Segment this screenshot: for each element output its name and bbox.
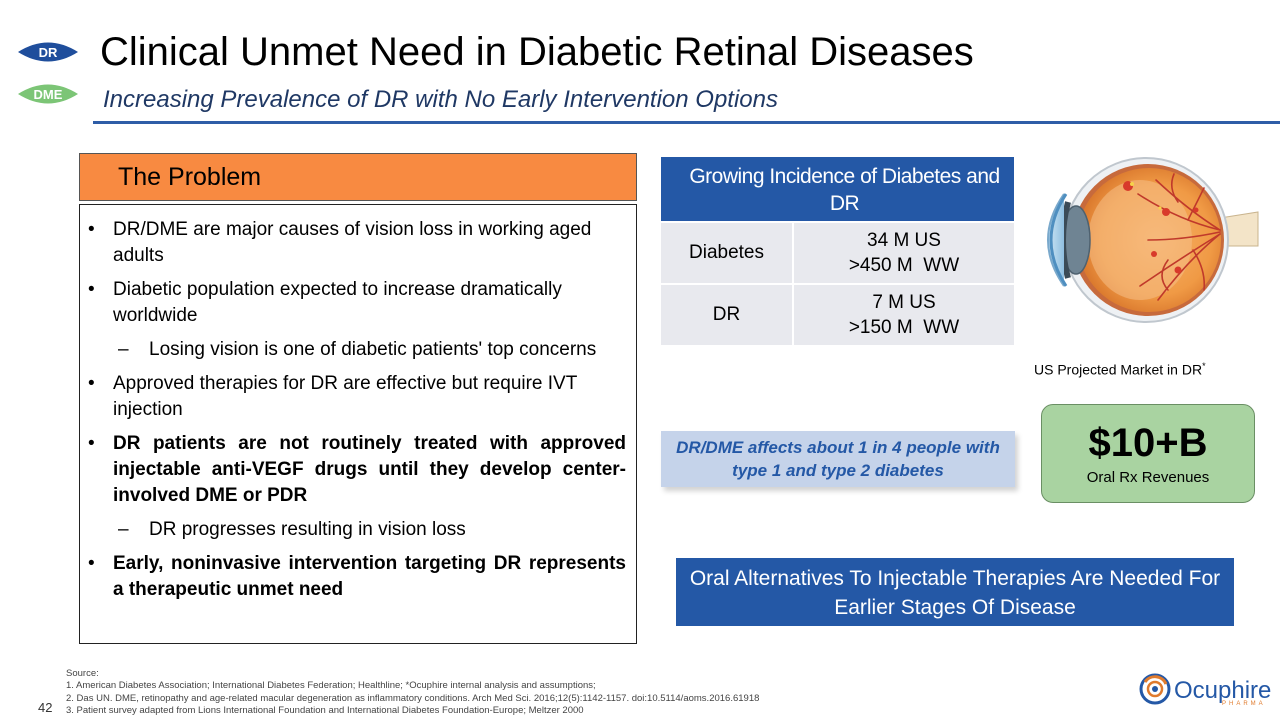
- table-row-values: 34 M US >450 M WW: [794, 223, 1014, 283]
- problem-bullet: • Approved therapies for DR are effectiv…: [80, 371, 636, 423]
- problem-sub-bullet-text: DR progresses resulting in vision loss: [149, 519, 466, 540]
- bullet-marker: •: [88, 219, 95, 240]
- us-value: 34 M US: [867, 230, 941, 251]
- problem-bullet-emphasis: • Early, noninvasive intervention target…: [80, 551, 636, 603]
- problem-heading-bar: The Problem: [79, 153, 637, 201]
- problem-bullet-text: Early, noninvasive intervention targetin…: [113, 553, 626, 600]
- dme-badge: DME: [16, 79, 80, 109]
- prevalence-callout: DR/DME affects about 1 in 4 people with …: [661, 431, 1015, 487]
- eye-anatomy-illustration: [1047, 157, 1259, 323]
- title-divider: [93, 121, 1280, 124]
- problem-sub-bullet: – DR progresses resulting in vision loss: [80, 517, 636, 543]
- bullet-marker: •: [88, 433, 95, 454]
- bullet-marker: •: [88, 279, 95, 300]
- us-value: 7 M US: [872, 292, 936, 313]
- page-number: 42: [38, 700, 53, 715]
- table-row: DR 7 M US >150 M WW: [661, 285, 1014, 345]
- source-line: 2. Das UN. DME, retinopathy and age-rela…: [66, 692, 760, 704]
- table-row: Diabetes 34 M US >450 M WW: [661, 223, 1014, 283]
- market-value-caption: Oral Rx Revenues: [1086, 469, 1210, 486]
- problem-bullet-list: • DR/DME are major causes of vision loss…: [80, 217, 636, 603]
- sub-bullet-marker: –: [118, 519, 129, 540]
- dr-badge: DR: [16, 37, 80, 67]
- bullet-marker: •: [88, 373, 95, 394]
- ww-value: >450 M WW: [848, 255, 960, 276]
- page-title: Clinical Unmet Need in Diabetic Retinal …: [100, 30, 974, 74]
- market-label-footnote: *: [1202, 361, 1206, 371]
- problem-bullet-text: Approved therapies for DR are effective …: [113, 373, 577, 420]
- prevalence-callout-text: DR/DME affects about 1 in 4 people with …: [676, 438, 1000, 480]
- logo-wordmark: Ocuphire: [1174, 677, 1272, 704]
- problem-bullet-text: DR patients are not routinely treated wi…: [113, 433, 626, 506]
- dme-badge-shape: [18, 84, 78, 104]
- source-footnotes: Source: 1. American Diabetes Association…: [66, 668, 759, 717]
- logo-tagline: PHARMA: [1222, 701, 1266, 707]
- ww-value: >150 M WW: [848, 317, 960, 338]
- market-label: US Projected Market in DR*: [1034, 361, 1206, 378]
- table-row-label: DR: [661, 285, 794, 345]
- sub-bullet-marker: –: [118, 339, 129, 360]
- market-label-text: US Projected Market in DR: [1034, 361, 1203, 378]
- table-row-label: Diabetes: [661, 223, 794, 283]
- page-subtitle: Increasing Prevalence of DR with No Earl…: [103, 86, 778, 113]
- market-value-box: $10+B Oral Rx Revenues: [1041, 404, 1255, 503]
- problem-bullet: • Diabetic population expected to increa…: [80, 277, 636, 329]
- source-line: 3. Patient survey adapted from Lions Int…: [66, 704, 584, 716]
- dr-badge-shape: [18, 42, 78, 62]
- problem-bullet: • DR/DME are major causes of vision loss…: [80, 217, 636, 269]
- problem-bullet-text: Diabetic population expected to increase…: [113, 279, 562, 326]
- problem-panel: • DR/DME are major causes of vision loss…: [79, 204, 637, 644]
- oral-alternatives-callout: Oral Alternatives To Injectable Therapie…: [676, 558, 1234, 626]
- incidence-table: Growing Incidence of Diabetes and DR Dia…: [661, 157, 1014, 345]
- source-line: Source:: [66, 668, 99, 679]
- dme-badge-label: DME: [33, 86, 63, 102]
- problem-bullet-text: DR/DME are major causes of vision loss i…: [113, 219, 592, 266]
- problem-sub-bullet: – Losing vision is one of diabetic patie…: [80, 337, 636, 363]
- problem-heading: The Problem: [118, 163, 262, 191]
- bullet-marker: •: [88, 553, 95, 574]
- table-row-values: 7 M US >150 M WW: [794, 285, 1014, 345]
- source-line: 1. American Diabetes Association; Intern…: [66, 680, 596, 692]
- dr-badge-label: DR: [38, 44, 58, 60]
- problem-bullet-emphasis: • DR patients are not routinely treated …: [80, 431, 636, 509]
- ocuphire-logo-icon: [1139, 673, 1171, 705]
- problem-sub-bullet-text: Losing vision is one of diabetic patient…: [149, 339, 597, 360]
- market-value: $10+B: [1088, 421, 1208, 465]
- incidence-table-header: Growing Incidence of Diabetes and DR: [661, 157, 1014, 221]
